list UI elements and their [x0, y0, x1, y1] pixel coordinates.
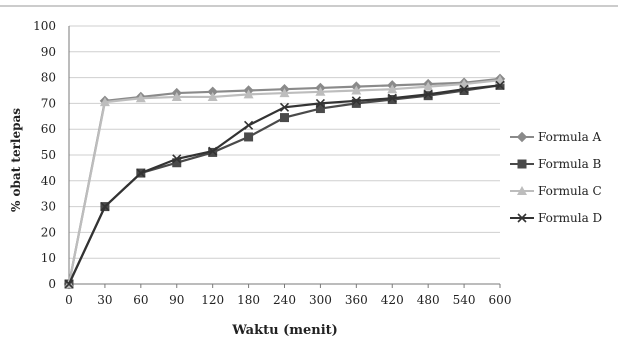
legend-label: Formula C	[538, 184, 602, 198]
y-tick-label: 0	[48, 277, 56, 291]
data-point	[64, 279, 74, 289]
series-line	[67, 79, 501, 285]
axes: 0 10 20 30 40 50 60 70 80 90 100 0 30 60 90 120 180 240 30…	[33, 19, 511, 307]
data-point	[423, 81, 434, 91]
data-point	[495, 80, 505, 90]
data-point	[423, 89, 433, 99]
legend-item: Formula B	[510, 157, 602, 171]
data-point	[387, 95, 397, 105]
data-point	[244, 120, 254, 130]
x-tick-label: 480	[417, 293, 440, 307]
data-point	[171, 91, 182, 101]
data-point	[351, 85, 362, 95]
data-point	[387, 93, 397, 103]
legend-marker	[517, 186, 527, 195]
legend-label: Formula D	[538, 211, 602, 225]
legend-marker	[517, 159, 527, 169]
legend: Formula A Formula B Formula C Formula D	[510, 130, 602, 225]
x-tick-label: 240	[273, 293, 296, 307]
y-tick-label: 50	[41, 148, 56, 162]
legend-item: Formula D	[510, 211, 602, 225]
data-point	[280, 113, 289, 123]
data-point	[135, 93, 146, 103]
data-point	[315, 86, 326, 96]
x-tick-label: 120	[201, 293, 224, 307]
data-point	[351, 98, 361, 108]
y-tick-label: 10	[41, 251, 56, 265]
data-point	[99, 97, 110, 107]
x-tick-label: 60	[133, 293, 148, 307]
data-point	[208, 147, 218, 157]
data-point	[208, 146, 218, 156]
x-tick-label: 30	[97, 293, 112, 307]
x-tick-label: 420	[381, 293, 404, 307]
x-tick-label: 180	[237, 293, 260, 307]
data-point	[279, 102, 290, 112]
series-formula-d	[64, 80, 505, 289]
data-point	[351, 96, 361, 106]
x-tick-label: 300	[309, 293, 332, 307]
series-line	[67, 77, 501, 285]
y-tick-label: 90	[41, 45, 56, 59]
x-tick-label: 360	[345, 293, 368, 307]
legend-marker	[517, 213, 527, 223]
data-point	[423, 91, 433, 101]
y-tick-label: 80	[41, 71, 56, 85]
y-tick-label: 40	[41, 174, 56, 188]
legend-marker	[516, 131, 528, 143]
series-formula-c	[64, 75, 505, 288]
data-point	[244, 132, 254, 142]
x-tick-label: 540	[453, 293, 476, 307]
series	[63, 73, 506, 290]
data-point	[459, 84, 469, 94]
x-tick-label: 600	[489, 293, 512, 307]
data-point	[136, 168, 146, 178]
y-tick-label: 100	[33, 19, 56, 33]
data-point	[172, 154, 182, 164]
data-point	[243, 89, 254, 99]
y-axis-title: % obat terlepas	[9, 108, 23, 212]
legend-label: Formula A	[538, 130, 602, 144]
x-axis-title: Waktu (menit)	[231, 323, 338, 338]
data-point	[172, 158, 182, 168]
y-tick-label: 30	[41, 200, 56, 214]
data-point	[315, 104, 325, 114]
data-point	[279, 88, 290, 98]
grid	[69, 25, 500, 259]
data-point	[207, 91, 218, 101]
y-tick-label: 60	[41, 122, 56, 136]
data-point	[387, 84, 398, 94]
data-point	[459, 86, 469, 95]
y-tick-label: 20	[41, 225, 56, 239]
legend-label: Formula B	[538, 157, 602, 171]
data-point	[100, 202, 110, 212]
legend-item: Formula A	[510, 130, 602, 144]
y-tick-label: 70	[41, 96, 56, 110]
series-formula-b	[64, 80, 505, 289]
x-tick-label: 90	[169, 293, 184, 307]
legend-item: Formula C	[510, 184, 602, 198]
data-point	[315, 98, 325, 108]
x-tick-label: 0	[65, 293, 73, 307]
